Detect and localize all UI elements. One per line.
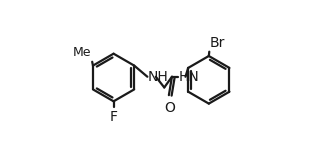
Text: NH: NH: [148, 70, 169, 84]
Text: Br: Br: [210, 36, 225, 50]
Text: Me: Me: [73, 46, 91, 60]
Text: HN: HN: [179, 70, 199, 84]
Text: F: F: [110, 110, 118, 124]
Text: O: O: [164, 101, 175, 115]
